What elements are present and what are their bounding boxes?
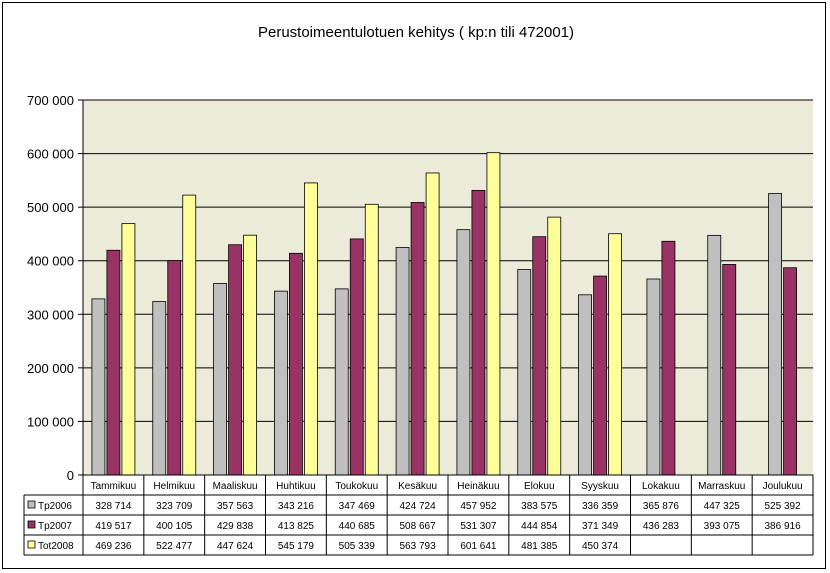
- bar-tot2008: [243, 234, 257, 476]
- data-label: 505 339: [339, 541, 376, 552]
- bar-tp2006: [152, 301, 167, 476]
- data-label: 447 624: [217, 541, 254, 552]
- bar-tp2006: [395, 247, 410, 476]
- data-label: 347 469: [339, 501, 376, 512]
- bar-tp2006: [768, 193, 782, 476]
- bar-tp2007: [783, 267, 797, 476]
- data-label: 563 793: [400, 541, 437, 552]
- plot-area: 0 100 000 200 000 300 000 400 000 500 000 600 …: [27, 93, 813, 483]
- data-label: 447 325: [704, 501, 741, 512]
- bar-tp2006: [274, 290, 288, 476]
- data-label: 336 359: [582, 501, 619, 512]
- data-label: 531 307: [460, 521, 497, 532]
- category-label: Kesäkuu: [398, 481, 437, 492]
- data-label: 413 825: [278, 521, 315, 532]
- data-label: 469 236: [95, 541, 132, 552]
- data-label: 424 724: [400, 501, 437, 512]
- legend-swatch: [27, 520, 36, 529]
- category-label: Tammikuu: [91, 481, 137, 492]
- category-label: Heinäkuu: [457, 481, 499, 492]
- data-label: 601 641: [460, 541, 497, 552]
- bar-tot2008: [486, 152, 501, 476]
- data-label: 365 876: [643, 501, 680, 512]
- bar-tp2006: [91, 298, 106, 476]
- data-label: 508 667: [400, 521, 437, 532]
- data-label: 525 392: [765, 501, 802, 512]
- data-label: 457 952: [460, 501, 497, 512]
- y-tick-label: 700 000: [27, 93, 74, 108]
- y-tick-label: 200 000: [27, 361, 74, 376]
- category-label: Helmikuu: [153, 481, 195, 492]
- bar-tp2007: [289, 252, 303, 476]
- data-label: 522 477: [156, 541, 193, 552]
- bar-tot2008: [547, 216, 562, 476]
- data-label: 393 075: [704, 521, 741, 532]
- legend-swatch: [27, 540, 36, 549]
- category-label: Toukokuu: [335, 481, 378, 492]
- bar-tot2008: [608, 233, 622, 476]
- bar-tp2007: [593, 275, 607, 476]
- bar-tp2006: [213, 283, 227, 476]
- data-label: 436 283: [643, 521, 680, 532]
- legend-label: Tp2007: [38, 521, 72, 532]
- bar-tp2006: [646, 278, 661, 476]
- data-label: 440 685: [339, 521, 376, 532]
- bar-tot2008: [304, 182, 318, 476]
- category-label: Elokuu: [524, 481, 555, 492]
- data-label: 400 105: [156, 521, 193, 532]
- bar-tp2007: [228, 244, 242, 476]
- plot-background: [83, 100, 813, 475]
- legend-label: Tp2006: [38, 501, 72, 512]
- bar-tp2006: [707, 234, 722, 476]
- y-tick-label: 600 000: [27, 147, 74, 162]
- data-label: 357 563: [217, 501, 254, 512]
- bar-tp2006: [334, 288, 349, 476]
- data-label: 343 216: [278, 501, 315, 512]
- data-label: 383 575: [521, 501, 558, 512]
- category-label: Joulukuu: [763, 481, 803, 492]
- bar-tp2007: [661, 240, 676, 476]
- data-label: 371 349: [582, 521, 619, 532]
- legend-swatch: [27, 500, 36, 509]
- bar-tp2007: [106, 249, 121, 476]
- bar-tot2008: [182, 194, 197, 476]
- bar-tp2007: [410, 202, 425, 476]
- bar-tp2006: [517, 269, 532, 476]
- y-tick-label: 100 000: [27, 414, 74, 429]
- y-tick-label: 400 000: [27, 254, 74, 269]
- bar-tp2007: [349, 238, 364, 476]
- data-table: Tammikuu Helmikuu Maaliskuu Huhtikuu Toukoku…: [23, 474, 814, 556]
- y-tick-label: 500 000: [27, 200, 74, 215]
- y-tick-label: 0: [67, 468, 74, 483]
- data-label: 481 385: [521, 541, 558, 552]
- bar-tp2007: [722, 264, 737, 476]
- bar-tp2007: [471, 189, 486, 476]
- data-label: 450 374: [582, 541, 619, 552]
- data-label: 419 517: [95, 521, 132, 532]
- bar-chart: Perustoimeentulotuen kehitys ( kp:n tili…: [23, 24, 814, 556]
- bar-tp2007: [532, 236, 547, 476]
- chart-title: Perustoimeentulotuen kehitys ( kp:n tili…: [258, 24, 574, 41]
- category-label: Maaliskuu: [213, 481, 258, 492]
- bar-tot2008: [364, 203, 379, 476]
- legend-label: Tot2008: [38, 541, 74, 552]
- bar-tp2006: [456, 229, 471, 476]
- data-label: 444 854: [521, 521, 558, 532]
- category-label: Huhtikuu: [276, 481, 315, 492]
- category-label: Syyskuu: [581, 481, 619, 492]
- data-label: 323 709: [156, 501, 193, 512]
- bar-tp2007: [167, 260, 182, 476]
- data-label: 545 179: [278, 541, 315, 552]
- y-tick-label: 300 000: [27, 307, 74, 322]
- data-label: 429 838: [217, 521, 254, 532]
- bar-tot2008: [121, 223, 136, 476]
- category-label: Marraskuu: [698, 481, 745, 492]
- bar-tot2008: [425, 172, 440, 476]
- category-label: Lokakuu: [642, 481, 680, 492]
- data-label: 328 714: [95, 501, 132, 512]
- bar-tp2006: [578, 294, 592, 476]
- data-label: 386 916: [765, 521, 802, 532]
